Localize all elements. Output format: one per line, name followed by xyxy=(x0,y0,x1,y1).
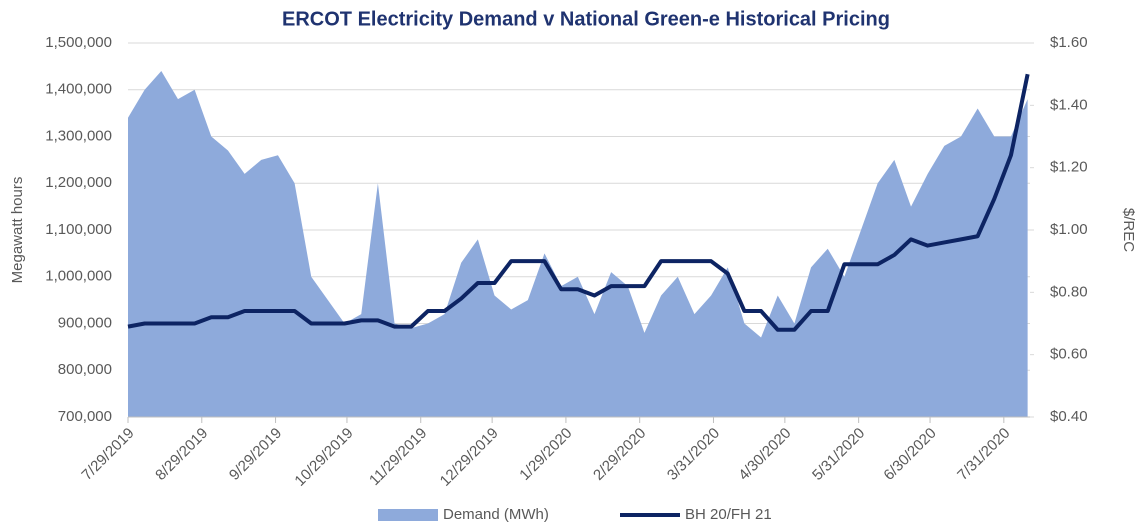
y-tick-label: 1,300,000 xyxy=(45,127,112,144)
x-tick-label: 5/31/2020 xyxy=(809,425,868,484)
x-tick-label: 1/29/2020 xyxy=(516,425,575,484)
y2-tick-label: $0.40 xyxy=(1050,408,1088,425)
y2-tick-label: $1.40 xyxy=(1050,96,1088,113)
x-tick-label: 11/29/2019 xyxy=(366,425,430,489)
y2-tick-label: $0.60 xyxy=(1050,346,1088,363)
x-tick-label: 7/31/2020 xyxy=(954,425,1013,484)
legend-label: Demand (MWh) xyxy=(443,506,549,523)
demand-area xyxy=(128,71,1028,418)
x-tick-label: 10/29/2019 xyxy=(291,425,356,490)
y-tick-label: 1,500,000 xyxy=(45,34,112,51)
y-tick-label: 1,100,000 xyxy=(45,221,112,238)
y-tick-label: 700,000 xyxy=(58,408,112,425)
x-tick-label: 6/30/2020 xyxy=(880,425,939,484)
x-tick-label: 8/29/2019 xyxy=(152,425,211,484)
chart-title: ERCOT Electricity Demand v National Gree… xyxy=(282,8,890,30)
y2-tick-label: $1.20 xyxy=(1050,159,1088,176)
y-tick-label: 1,200,000 xyxy=(45,174,112,191)
x-tick-label: 3/31/2020 xyxy=(664,425,723,484)
x-tick-label: 4/30/2020 xyxy=(735,425,794,484)
x-tick-label: 7/29/2019 xyxy=(78,425,137,484)
y2-tick-label: $0.80 xyxy=(1050,283,1088,300)
y-tick-label: 1,400,000 xyxy=(45,81,112,98)
y-axis-title: Megawatt hours xyxy=(9,177,26,284)
y-tick-label: 1,000,000 xyxy=(45,268,112,285)
y2-axis-title: $/REC xyxy=(1120,208,1137,252)
y2-tick-label: $1.60 xyxy=(1050,34,1088,51)
y-tick-label: 800,000 xyxy=(58,361,112,378)
x-tick-label: 2/29/2020 xyxy=(590,425,649,484)
legend-label: BH 20/FH 21 xyxy=(685,506,772,523)
x-tick-label: 12/29/2019 xyxy=(437,425,502,490)
y-tick-label: 900,000 xyxy=(58,314,112,331)
x-tick-label: 9/29/2019 xyxy=(226,425,285,484)
y2-tick-label: $1.00 xyxy=(1050,221,1088,238)
price-line xyxy=(127,73,1030,332)
legend-swatch xyxy=(378,509,438,521)
